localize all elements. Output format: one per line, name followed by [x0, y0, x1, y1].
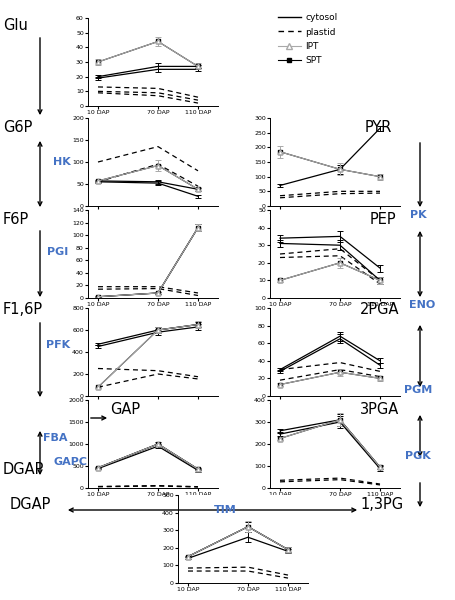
Text: TIM: TIM: [213, 505, 236, 515]
Text: 2PGA: 2PGA: [359, 302, 399, 317]
Text: ENO: ENO: [408, 300, 434, 310]
Text: 3PGA: 3PGA: [359, 402, 399, 417]
Text: G6P: G6P: [3, 120, 32, 135]
Text: PEP: PEP: [369, 212, 396, 227]
Text: PGK: PGK: [404, 451, 430, 461]
Text: PK: PK: [409, 210, 425, 220]
Text: GAP: GAP: [110, 402, 140, 417]
Text: DGAP: DGAP: [3, 462, 44, 477]
Text: 1,3PG: 1,3PG: [359, 497, 402, 512]
Text: Glu: Glu: [3, 18, 28, 33]
Text: PFK: PFK: [46, 340, 70, 350]
Text: GAPC: GAPC: [53, 457, 87, 467]
Text: PGI: PGI: [47, 247, 68, 257]
Text: PGM: PGM: [403, 385, 431, 395]
Text: F6P: F6P: [3, 212, 29, 227]
Legend: cytosol, plastid, IPT, SPT: cytosol, plastid, IPT, SPT: [274, 10, 340, 69]
Text: DGAP: DGAP: [10, 497, 51, 512]
Text: FBA: FBA: [43, 433, 67, 443]
Text: PYR: PYR: [364, 120, 391, 135]
Text: F1,6P: F1,6P: [3, 302, 43, 317]
Text: HK: HK: [53, 157, 71, 167]
